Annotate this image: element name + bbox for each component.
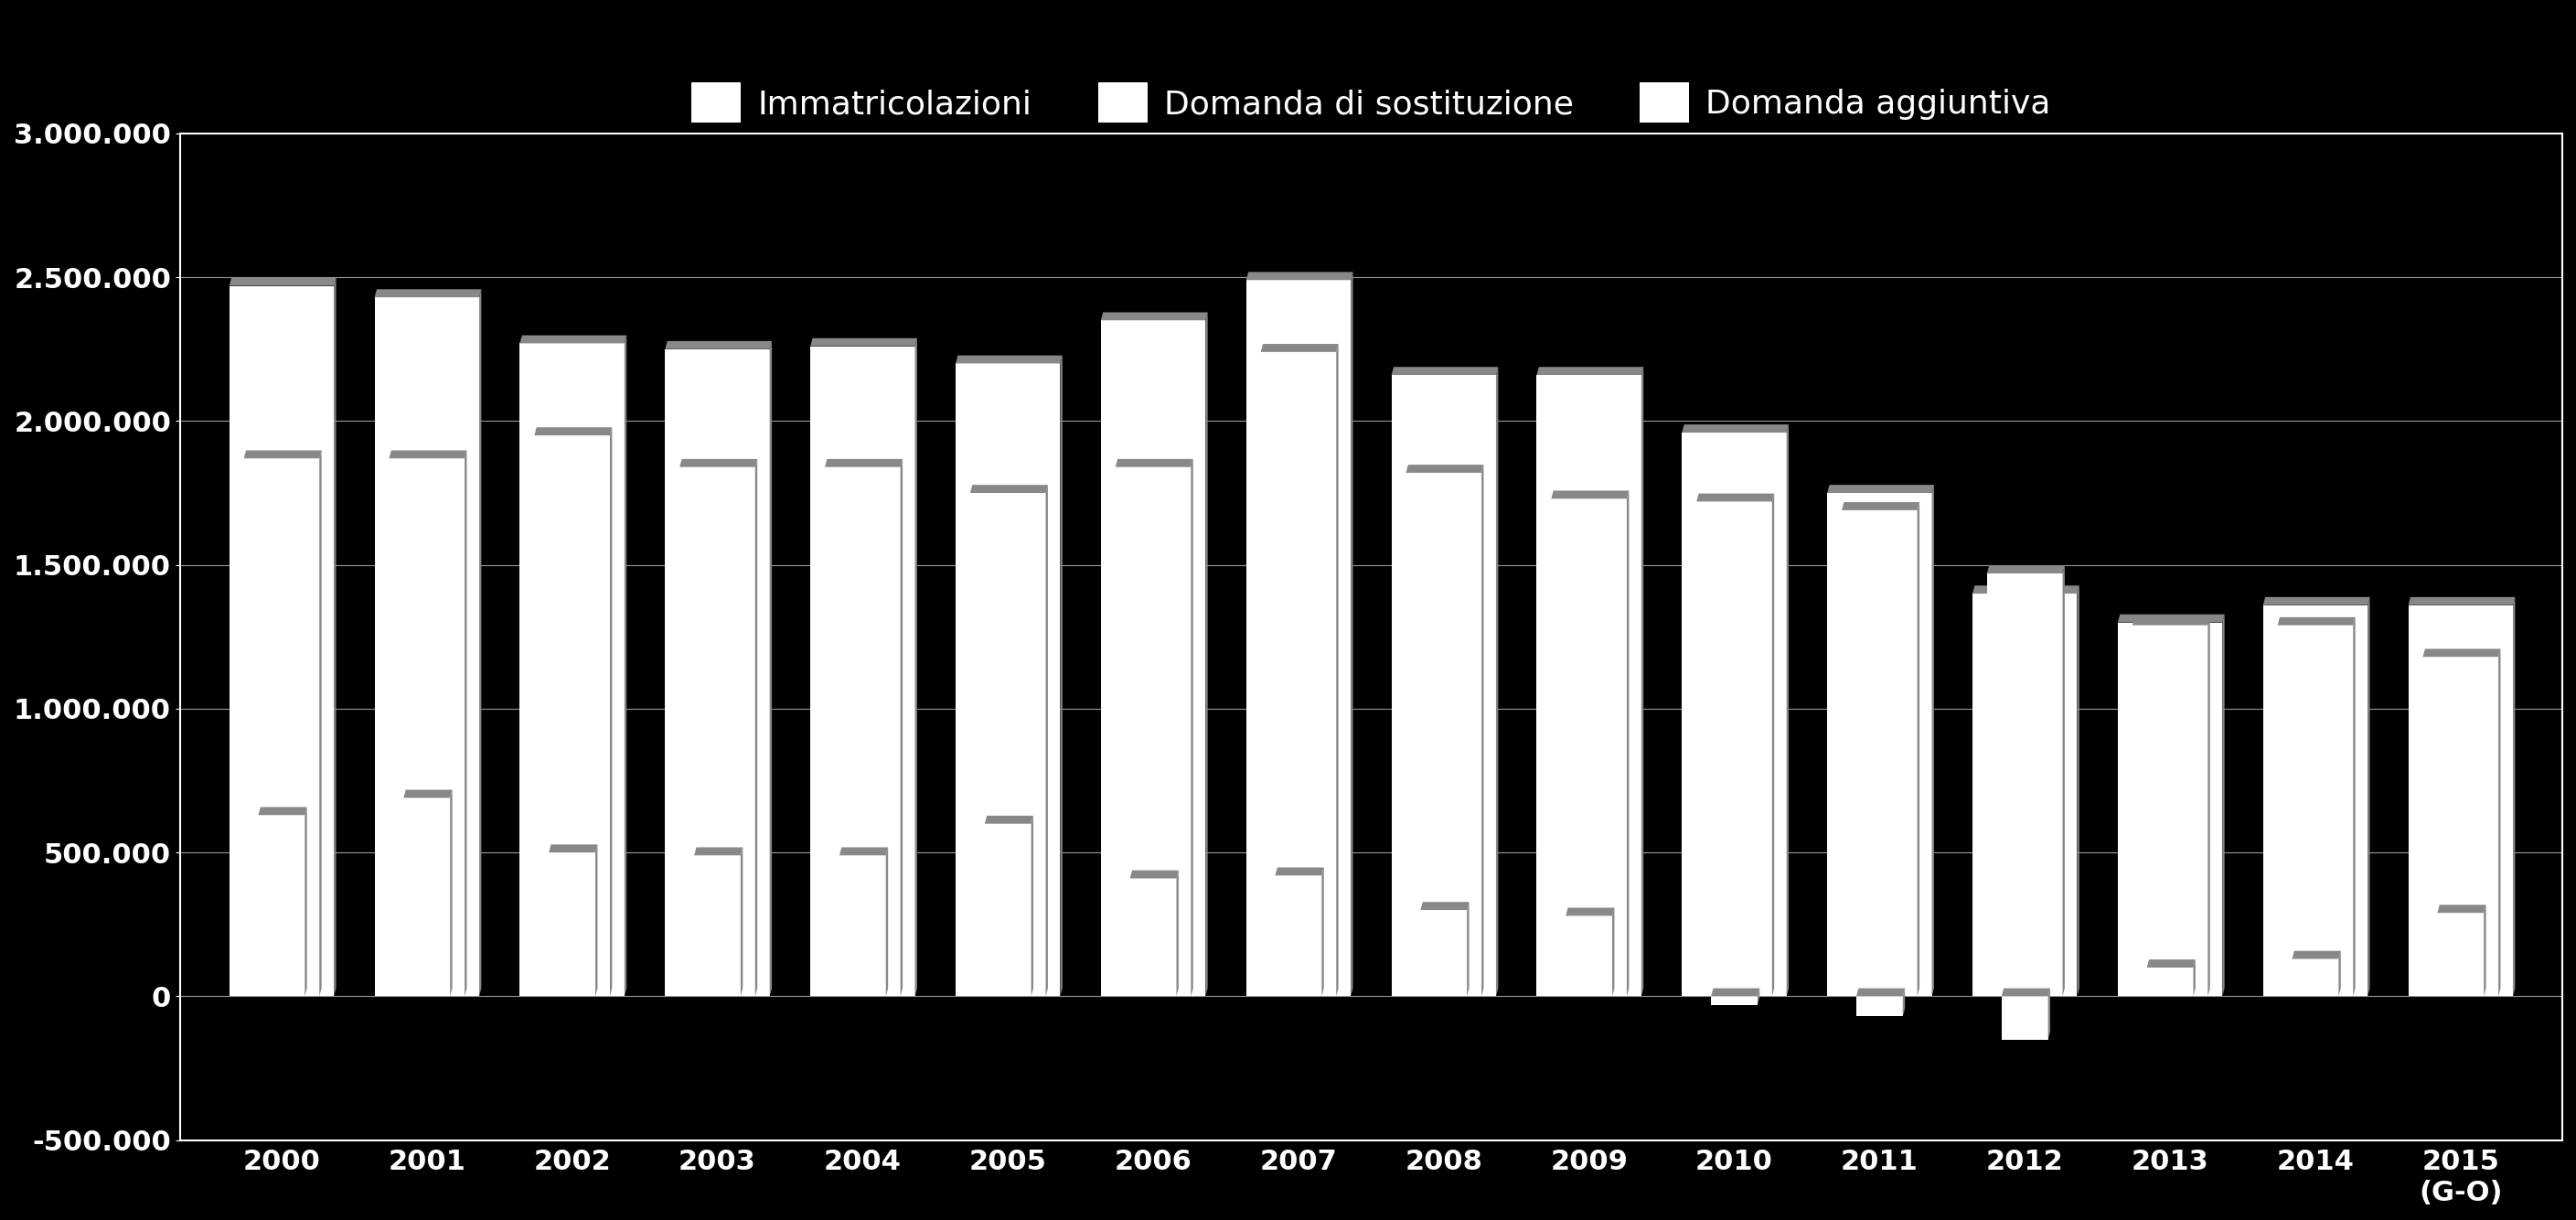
Polygon shape [2117, 615, 2226, 622]
Bar [1857, 997, 1904, 1016]
Bar [971, 493, 1046, 997]
Bar [1131, 878, 1177, 997]
Bar [2133, 625, 2208, 997]
Bar [374, 298, 479, 997]
Bar [1842, 510, 1917, 997]
Polygon shape [1826, 484, 1935, 493]
Polygon shape [533, 427, 613, 436]
Bar [2437, 913, 2483, 997]
Bar [1115, 467, 1190, 997]
Bar [1986, 573, 2063, 997]
Bar [258, 815, 304, 997]
Polygon shape [1698, 494, 1775, 501]
Polygon shape [1131, 870, 1180, 878]
Bar [1682, 433, 1788, 997]
Bar [824, 467, 902, 997]
Bar [956, 364, 1061, 997]
Bar [680, 467, 755, 997]
Bar [520, 343, 623, 997]
Polygon shape [2133, 617, 2210, 625]
Bar [1973, 594, 2076, 997]
Bar [2424, 656, 2499, 997]
Bar [1100, 321, 1206, 997]
Polygon shape [549, 844, 598, 853]
Bar [533, 436, 611, 997]
Bar [1247, 281, 1350, 997]
Polygon shape [665, 342, 773, 349]
Polygon shape [2002, 988, 2050, 997]
Polygon shape [2277, 617, 2354, 625]
Polygon shape [840, 848, 889, 855]
Polygon shape [693, 848, 742, 855]
Bar [984, 824, 1030, 997]
Polygon shape [971, 484, 1048, 493]
Polygon shape [245, 450, 322, 459]
Polygon shape [1842, 503, 1919, 510]
Polygon shape [2424, 649, 2501, 656]
Bar [811, 346, 914, 997]
Bar [1275, 876, 1321, 997]
Polygon shape [389, 450, 466, 459]
Polygon shape [404, 789, 453, 798]
Bar [404, 798, 451, 997]
Bar [2293, 959, 2339, 997]
Bar [2146, 967, 2192, 997]
Polygon shape [2293, 950, 2342, 959]
Bar [1698, 501, 1772, 997]
Polygon shape [956, 355, 1061, 364]
Bar [1260, 353, 1337, 997]
Polygon shape [1406, 465, 1484, 473]
Polygon shape [2146, 959, 2195, 967]
Polygon shape [824, 459, 902, 467]
Polygon shape [2264, 597, 2370, 605]
Polygon shape [258, 808, 307, 815]
Bar [549, 853, 595, 997]
Polygon shape [1973, 586, 2079, 594]
Polygon shape [811, 338, 917, 346]
Legend: Immatricolazioni, Domanda di sostituzione, Domanda aggiuntiva: Immatricolazioni, Domanda di sostituzion… [677, 70, 2063, 137]
Bar [2002, 997, 2048, 1039]
Bar [2277, 625, 2352, 997]
Polygon shape [2437, 905, 2486, 913]
Bar [2409, 605, 2514, 997]
Bar [1566, 916, 1613, 997]
Polygon shape [1100, 312, 1208, 321]
Polygon shape [1247, 272, 1352, 281]
Bar [1391, 375, 1497, 997]
Polygon shape [229, 278, 335, 285]
Polygon shape [1391, 367, 1499, 375]
Bar [1538, 375, 1641, 997]
Bar [1826, 493, 1932, 997]
Polygon shape [1115, 459, 1193, 467]
Bar [1710, 997, 1757, 1005]
Polygon shape [1551, 490, 1628, 499]
Polygon shape [2409, 597, 2514, 605]
Bar [1419, 910, 1466, 997]
Bar [1551, 499, 1628, 997]
Polygon shape [1538, 367, 1643, 375]
Polygon shape [680, 459, 757, 467]
Polygon shape [1419, 902, 1468, 910]
Bar [840, 855, 886, 997]
Polygon shape [1682, 425, 1788, 433]
Bar [2117, 622, 2223, 997]
Polygon shape [984, 816, 1033, 824]
Bar [665, 349, 770, 997]
Polygon shape [374, 289, 482, 298]
Polygon shape [1857, 988, 1904, 997]
Bar [229, 285, 335, 997]
Bar [245, 459, 319, 997]
Polygon shape [1986, 565, 2066, 573]
Bar [389, 459, 464, 997]
Polygon shape [1260, 344, 1340, 353]
Polygon shape [1566, 908, 1615, 916]
Bar [2264, 605, 2367, 997]
Polygon shape [1710, 988, 1759, 997]
Bar [1406, 473, 1481, 997]
Polygon shape [1275, 867, 1324, 876]
Bar [693, 855, 742, 997]
Polygon shape [520, 336, 626, 343]
